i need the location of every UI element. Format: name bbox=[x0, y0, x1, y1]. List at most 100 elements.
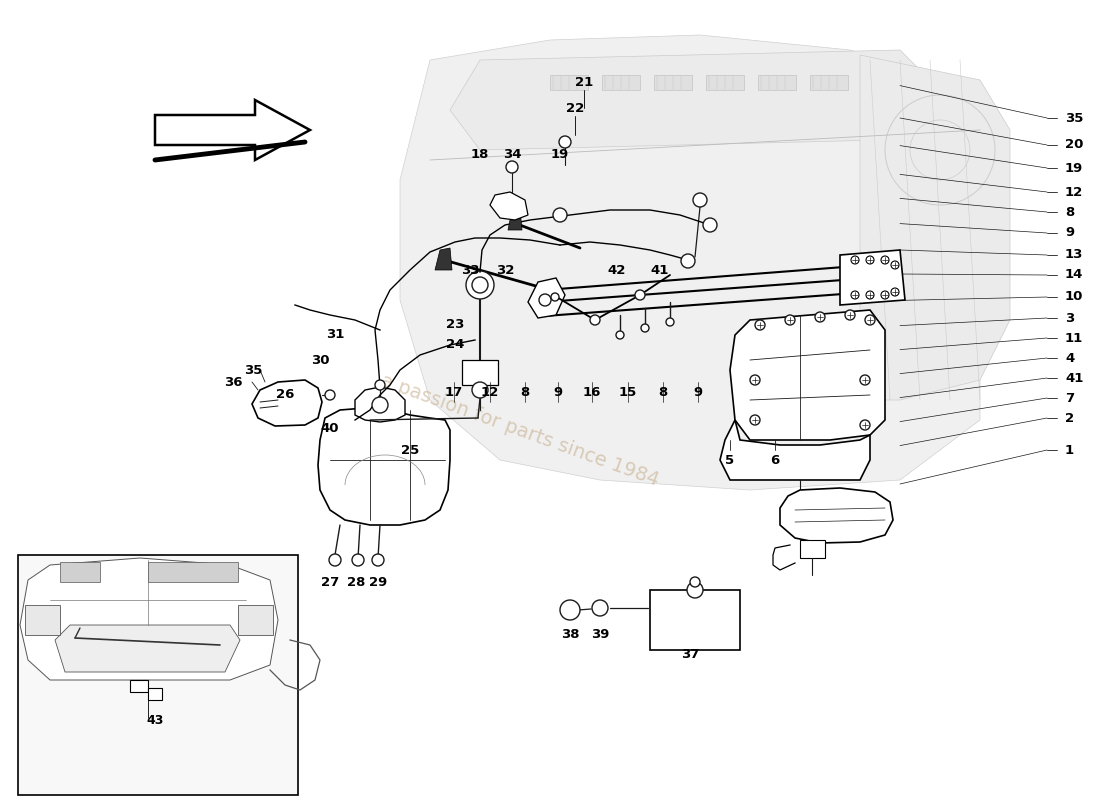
Text: 32: 32 bbox=[496, 263, 514, 277]
Polygon shape bbox=[20, 558, 278, 680]
Circle shape bbox=[616, 331, 624, 339]
Text: 43: 43 bbox=[146, 714, 164, 726]
Text: 26: 26 bbox=[276, 389, 294, 402]
Circle shape bbox=[553, 208, 566, 222]
Text: 23: 23 bbox=[446, 318, 464, 331]
Circle shape bbox=[324, 390, 336, 400]
Text: 38: 38 bbox=[561, 629, 580, 642]
Polygon shape bbox=[490, 192, 528, 220]
Circle shape bbox=[666, 318, 674, 326]
Text: a passion for parts since 1984: a passion for parts since 1984 bbox=[378, 370, 662, 490]
Circle shape bbox=[506, 161, 518, 173]
Text: 33: 33 bbox=[461, 263, 480, 277]
Circle shape bbox=[891, 288, 899, 296]
Circle shape bbox=[688, 582, 703, 598]
Text: 40: 40 bbox=[321, 422, 339, 434]
Bar bbox=[654, 75, 692, 90]
Bar bbox=[148, 562, 238, 582]
Circle shape bbox=[881, 256, 889, 264]
Text: 19: 19 bbox=[551, 149, 569, 162]
Text: 9: 9 bbox=[693, 386, 703, 398]
Bar bbox=[550, 75, 588, 90]
Circle shape bbox=[881, 291, 889, 299]
Text: 19: 19 bbox=[1065, 162, 1084, 174]
Polygon shape bbox=[130, 680, 148, 692]
Polygon shape bbox=[508, 209, 522, 230]
Circle shape bbox=[564, 604, 576, 616]
Text: 28: 28 bbox=[346, 575, 365, 589]
Circle shape bbox=[551, 293, 559, 301]
Bar bbox=[706, 75, 744, 90]
Bar bbox=[800, 540, 825, 558]
Text: 13: 13 bbox=[1065, 249, 1084, 262]
Polygon shape bbox=[318, 408, 450, 525]
Circle shape bbox=[595, 603, 605, 613]
Text: 1: 1 bbox=[1065, 443, 1074, 457]
Text: 36: 36 bbox=[223, 375, 242, 389]
Text: 6: 6 bbox=[770, 454, 780, 466]
Text: 10: 10 bbox=[1065, 290, 1084, 303]
Text: 24: 24 bbox=[446, 338, 464, 351]
Circle shape bbox=[755, 320, 764, 330]
Bar bbox=[810, 75, 848, 90]
Circle shape bbox=[785, 315, 795, 325]
Text: 8: 8 bbox=[659, 386, 668, 398]
Text: 30: 30 bbox=[310, 354, 329, 366]
Polygon shape bbox=[730, 310, 886, 440]
Text: 14: 14 bbox=[1065, 269, 1084, 282]
Circle shape bbox=[693, 193, 707, 207]
Text: 8: 8 bbox=[1065, 206, 1075, 218]
Bar bbox=[650, 590, 740, 650]
Circle shape bbox=[466, 271, 494, 299]
Bar bbox=[25, 605, 60, 635]
Circle shape bbox=[866, 256, 874, 264]
Text: 25: 25 bbox=[400, 443, 419, 457]
Circle shape bbox=[865, 315, 874, 325]
Text: 20: 20 bbox=[1065, 138, 1084, 151]
Circle shape bbox=[891, 261, 899, 269]
Text: 35: 35 bbox=[244, 363, 262, 377]
Bar bbox=[462, 360, 498, 385]
Text: 42: 42 bbox=[608, 263, 626, 277]
Circle shape bbox=[641, 324, 649, 332]
Polygon shape bbox=[720, 420, 870, 480]
Polygon shape bbox=[450, 50, 940, 150]
Bar bbox=[602, 75, 640, 90]
Circle shape bbox=[372, 554, 384, 566]
Circle shape bbox=[866, 291, 874, 299]
Circle shape bbox=[860, 375, 870, 385]
Bar bbox=[60, 562, 100, 582]
Circle shape bbox=[860, 420, 870, 430]
Polygon shape bbox=[252, 380, 322, 426]
Text: 3: 3 bbox=[1065, 311, 1075, 325]
Polygon shape bbox=[355, 387, 405, 422]
Polygon shape bbox=[434, 248, 452, 270]
Bar bbox=[18, 555, 298, 795]
Polygon shape bbox=[148, 688, 162, 700]
Text: 21: 21 bbox=[575, 75, 593, 89]
Text: 37: 37 bbox=[681, 649, 700, 662]
Text: 41: 41 bbox=[1065, 371, 1084, 385]
Bar bbox=[758, 75, 796, 90]
Text: 9: 9 bbox=[1065, 226, 1074, 239]
Polygon shape bbox=[860, 55, 1010, 400]
Text: 39: 39 bbox=[591, 629, 609, 642]
Circle shape bbox=[815, 312, 825, 322]
Circle shape bbox=[592, 600, 608, 616]
Circle shape bbox=[750, 415, 760, 425]
Bar bbox=[785, 500, 815, 515]
Polygon shape bbox=[780, 488, 893, 543]
Polygon shape bbox=[528, 278, 565, 318]
Polygon shape bbox=[840, 250, 905, 305]
Circle shape bbox=[851, 256, 859, 264]
Text: 15: 15 bbox=[619, 386, 637, 398]
Text: 12: 12 bbox=[1065, 186, 1084, 198]
Text: 8: 8 bbox=[520, 386, 529, 398]
Text: 17: 17 bbox=[444, 386, 463, 398]
Circle shape bbox=[703, 218, 717, 232]
Text: 29: 29 bbox=[368, 575, 387, 589]
Text: 7: 7 bbox=[1065, 391, 1074, 405]
Text: 9: 9 bbox=[553, 386, 562, 398]
Polygon shape bbox=[155, 100, 310, 160]
Circle shape bbox=[590, 315, 600, 325]
